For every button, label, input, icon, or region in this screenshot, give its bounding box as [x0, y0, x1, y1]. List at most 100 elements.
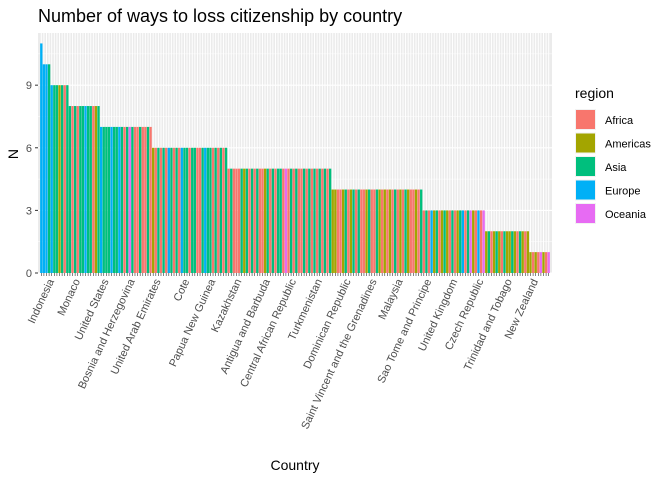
bar	[438, 210, 441, 273]
bar	[235, 168, 238, 273]
bar	[274, 168, 277, 273]
bar	[425, 210, 428, 273]
bar	[440, 210, 444, 273]
legend-label: Oceania	[605, 209, 647, 221]
bar	[230, 168, 233, 273]
bar	[446, 210, 449, 273]
bar	[209, 147, 212, 273]
bar	[456, 210, 459, 273]
bar	[206, 147, 209, 273]
bar	[318, 168, 321, 273]
bar	[55, 85, 59, 273]
bar	[204, 147, 207, 273]
bar	[526, 231, 530, 273]
bar	[89, 106, 92, 273]
bar	[71, 106, 74, 273]
bar	[485, 231, 488, 273]
bar	[154, 147, 157, 273]
bar	[66, 85, 69, 273]
bar	[534, 252, 537, 273]
bar	[412, 189, 415, 273]
bar	[503, 231, 506, 273]
bar	[451, 210, 454, 273]
bar	[433, 210, 436, 273]
bar	[112, 126, 116, 273]
bar	[500, 231, 504, 273]
bar	[414, 189, 418, 273]
bar	[529, 252, 532, 273]
bar	[131, 126, 134, 273]
bar	[105, 126, 108, 273]
bar	[328, 168, 332, 273]
bar	[386, 189, 389, 273]
bar	[341, 189, 345, 273]
bar	[50, 85, 53, 273]
bar	[347, 189, 350, 273]
bar	[245, 168, 249, 273]
bar	[45, 64, 48, 273]
bar	[188, 147, 191, 273]
y-tick-label: 9	[26, 80, 32, 92]
bar	[490, 231, 493, 273]
bar	[315, 168, 319, 273]
bar	[313, 168, 316, 273]
bar	[381, 189, 384, 273]
x-tick-label: Monaco	[56, 277, 83, 318]
bar	[53, 85, 56, 273]
bar	[47, 64, 51, 273]
bar	[498, 231, 501, 273]
bar	[492, 231, 496, 273]
bar	[448, 210, 451, 273]
bar	[287, 168, 290, 273]
bar	[159, 147, 163, 273]
bar	[92, 106, 95, 273]
bar	[409, 189, 412, 273]
bar	[459, 210, 462, 273]
bar	[175, 147, 178, 273]
bar	[362, 189, 366, 273]
bar	[331, 189, 334, 273]
bar	[84, 106, 87, 273]
x-tick-label: Malaysia	[376, 276, 406, 321]
bar	[417, 189, 420, 273]
bar	[198, 147, 202, 273]
bar	[227, 168, 230, 273]
bar	[427, 210, 431, 273]
bar	[133, 126, 137, 273]
bar	[443, 210, 446, 273]
x-axis-title: Country	[270, 457, 319, 473]
legend-label: Europe	[605, 186, 640, 198]
bar	[404, 189, 407, 273]
bar	[141, 126, 144, 273]
bar	[276, 168, 280, 273]
bar	[253, 168, 256, 273]
bar	[149, 126, 152, 273]
bar	[118, 126, 121, 273]
bar	[193, 147, 196, 273]
bar	[128, 126, 131, 273]
bar	[94, 106, 98, 273]
bar	[344, 189, 347, 273]
bar	[310, 168, 314, 273]
bar	[435, 210, 438, 273]
bar	[349, 189, 353, 273]
bar	[292, 168, 295, 273]
bar	[472, 210, 475, 273]
bar	[266, 168, 269, 273]
bar	[295, 168, 298, 273]
bar	[60, 85, 64, 273]
bar	[73, 106, 77, 273]
bar	[399, 189, 402, 273]
bar	[326, 168, 329, 273]
bar	[487, 231, 491, 273]
bar	[508, 231, 511, 273]
bar	[482, 210, 485, 273]
bar	[354, 189, 358, 273]
legend-swatch	[576, 180, 595, 200]
bar	[531, 252, 535, 273]
bar	[370, 189, 373, 273]
bar	[375, 189, 379, 273]
bar	[469, 210, 472, 273]
bar	[42, 64, 46, 273]
legend: region Africa Americas Asia Europe Oceania	[575, 85, 651, 224]
